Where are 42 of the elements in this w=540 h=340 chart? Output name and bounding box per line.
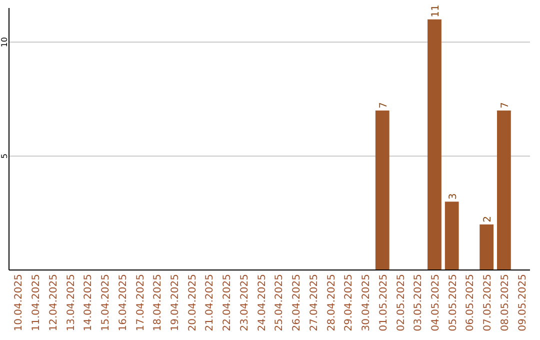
x-tick-label: 14.04.2025 bbox=[83, 274, 94, 332]
x-tick-label: 11.04.2025 bbox=[31, 274, 42, 332]
x-tick-label: 10.04.2025 bbox=[14, 274, 25, 332]
x-tick-label: 23.04.2025 bbox=[239, 274, 250, 332]
data-label: 7 bbox=[378, 102, 390, 109]
y-tick-label: 10 bbox=[0, 37, 9, 48]
x-tick-label: 16.04.2025 bbox=[118, 274, 129, 332]
x-tick-label: 17.04.2025 bbox=[135, 274, 146, 332]
x-tick-label: 28.04.2025 bbox=[326, 274, 338, 332]
x-tick-label: 25.04.2025 bbox=[274, 274, 286, 332]
x-tick-label: 26.04.2025 bbox=[292, 274, 303, 332]
x-tick-label: 13.04.2025 bbox=[66, 274, 77, 332]
x-tick-label: 18.04.2025 bbox=[152, 274, 164, 332]
x-tick-label: 02.05.2025 bbox=[396, 274, 407, 332]
x-tick-label: 15.04.2025 bbox=[100, 274, 112, 332]
bar bbox=[375, 110, 390, 270]
data-label: 2 bbox=[482, 216, 494, 222]
x-tick-label: 05.05.2025 bbox=[448, 274, 459, 332]
x-tick-label: 04.05.2025 bbox=[430, 274, 442, 332]
x-tick-label: 01.05.2025 bbox=[378, 274, 390, 332]
x-tick-label: 30.04.2025 bbox=[361, 274, 372, 332]
x-tick-label: 09.05.2025 bbox=[517, 274, 528, 332]
x-tick-label: 20.04.2025 bbox=[187, 274, 198, 332]
bar bbox=[444, 202, 459, 270]
x-tick-label: 12.04.2025 bbox=[48, 274, 60, 332]
y-tick-label: 5 bbox=[0, 154, 9, 159]
x-tick-label: 06.05.2025 bbox=[465, 274, 476, 332]
x-tick-label: 27.04.2025 bbox=[308, 274, 320, 332]
bar bbox=[480, 224, 494, 270]
x-tick-label: 29.04.2025 bbox=[344, 274, 355, 332]
x-tick-label: 24.04.2025 bbox=[256, 274, 268, 332]
x-tick-label: 08.05.2025 bbox=[500, 274, 511, 332]
data-label: 3 bbox=[448, 193, 459, 200]
data-label: 11 bbox=[430, 4, 442, 18]
bar bbox=[497, 110, 511, 270]
x-tick-label: 21.04.2025 bbox=[204, 274, 216, 332]
x-tick-label: 22.04.2025 bbox=[222, 274, 234, 332]
x-tick-label: 07.05.2025 bbox=[482, 274, 494, 332]
x-tick-label: 19.04.2025 bbox=[170, 274, 181, 332]
bar bbox=[428, 19, 442, 270]
data-label: 7 bbox=[500, 102, 511, 109]
x-tick-label: 03.05.2025 bbox=[413, 274, 424, 332]
